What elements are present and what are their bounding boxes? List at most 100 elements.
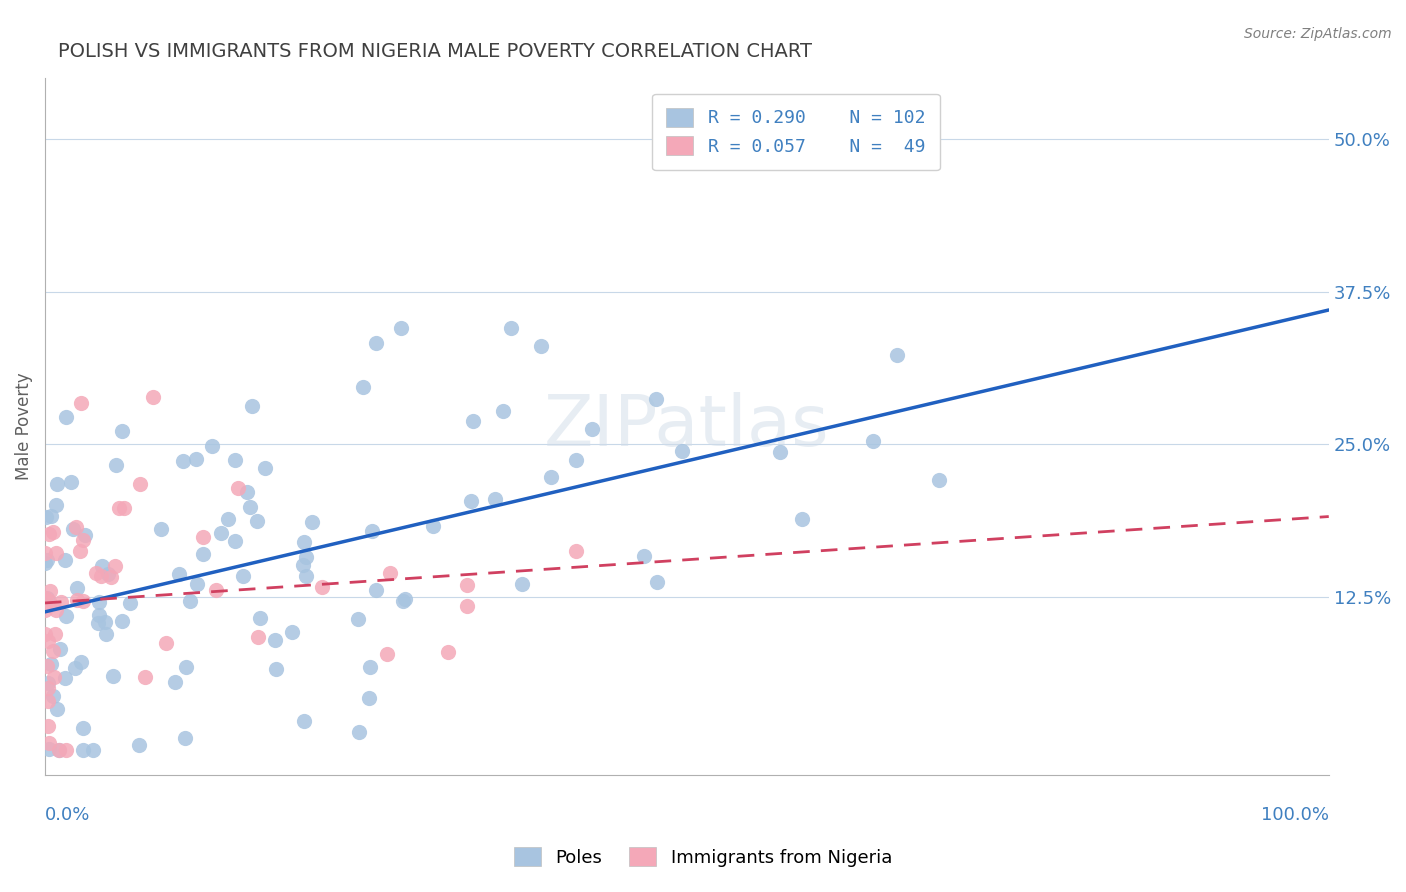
Point bbox=[209, 525, 232, 540]
Point bbox=[118, 596, 141, 610]
Point bbox=[391, 594, 413, 608]
Point bbox=[460, 493, 482, 508]
Point bbox=[359, 690, 381, 705]
Point bbox=[34, 556, 56, 570]
Point bbox=[41, 643, 63, 657]
Point bbox=[389, 321, 412, 335]
Point bbox=[104, 559, 127, 574]
Point bbox=[264, 632, 287, 647]
Point bbox=[66, 593, 89, 607]
Point bbox=[38, 736, 60, 750]
Point bbox=[565, 544, 588, 558]
Point bbox=[510, 577, 533, 591]
Point bbox=[62, 522, 84, 536]
Point bbox=[540, 470, 562, 484]
Point bbox=[48, 743, 70, 757]
Point bbox=[84, 566, 107, 581]
Point bbox=[42, 670, 65, 684]
Point bbox=[224, 452, 246, 467]
Point bbox=[37, 676, 59, 690]
Point bbox=[499, 320, 522, 334]
Point bbox=[45, 498, 67, 512]
Point bbox=[792, 511, 814, 525]
Point bbox=[184, 452, 207, 467]
Point bbox=[633, 549, 655, 563]
Point bbox=[264, 662, 287, 676]
Point bbox=[104, 458, 127, 472]
Point bbox=[97, 567, 120, 582]
Point bbox=[87, 616, 110, 631]
Point bbox=[232, 569, 254, 583]
Point bbox=[529, 339, 551, 353]
Point bbox=[565, 453, 588, 467]
Point bbox=[37, 633, 59, 648]
Point bbox=[66, 581, 89, 595]
Point bbox=[48, 743, 70, 757]
Point bbox=[42, 689, 65, 703]
Point bbox=[437, 645, 460, 659]
Point bbox=[39, 583, 62, 598]
Point bbox=[55, 409, 77, 424]
Point bbox=[204, 583, 226, 598]
Point bbox=[645, 392, 668, 406]
Point bbox=[87, 595, 110, 609]
Point bbox=[42, 524, 65, 539]
Point bbox=[645, 575, 668, 590]
Point bbox=[63, 660, 86, 674]
Point bbox=[111, 424, 134, 438]
Point bbox=[224, 533, 246, 548]
Legend: R = 0.290    N = 102, R = 0.057    N =  49: R = 0.290 N = 102, R = 0.057 N = 49 bbox=[652, 94, 939, 170]
Point bbox=[129, 477, 152, 491]
Point bbox=[249, 610, 271, 624]
Point bbox=[352, 380, 374, 394]
Point bbox=[35, 658, 58, 673]
Point bbox=[217, 512, 239, 526]
Point bbox=[45, 476, 67, 491]
Point bbox=[90, 569, 112, 583]
Point bbox=[134, 670, 156, 684]
Point bbox=[87, 607, 110, 622]
Point bbox=[191, 530, 214, 544]
Point bbox=[34, 546, 56, 560]
Point bbox=[111, 615, 134, 629]
Point bbox=[100, 569, 122, 583]
Point bbox=[174, 731, 197, 746]
Point bbox=[53, 552, 76, 566]
Point bbox=[456, 578, 478, 592]
Point bbox=[91, 558, 114, 573]
Point bbox=[34, 603, 56, 617]
Point bbox=[456, 599, 478, 613]
Point bbox=[366, 583, 388, 598]
Point bbox=[94, 627, 117, 641]
Point bbox=[37, 553, 59, 567]
Point bbox=[236, 484, 259, 499]
Point bbox=[463, 413, 485, 427]
Point bbox=[70, 396, 93, 410]
Point bbox=[39, 508, 62, 523]
Point bbox=[45, 546, 67, 560]
Point bbox=[246, 630, 269, 644]
Point bbox=[349, 724, 371, 739]
Point bbox=[366, 336, 388, 351]
Point bbox=[301, 515, 323, 529]
Point bbox=[484, 492, 506, 507]
Point bbox=[359, 660, 381, 674]
Point bbox=[37, 694, 59, 708]
Point bbox=[101, 669, 124, 683]
Point bbox=[142, 390, 165, 404]
Point bbox=[75, 528, 97, 542]
Point bbox=[422, 519, 444, 533]
Point bbox=[671, 444, 693, 458]
Point bbox=[38, 741, 60, 756]
Point bbox=[292, 535, 315, 549]
Text: 100.0%: 100.0% bbox=[1261, 806, 1329, 824]
Point bbox=[193, 547, 215, 561]
Point bbox=[253, 461, 276, 475]
Point bbox=[226, 481, 249, 495]
Point bbox=[492, 404, 515, 418]
Text: Source: ZipAtlas.com: Source: ZipAtlas.com bbox=[1244, 27, 1392, 41]
Point bbox=[862, 434, 884, 449]
Point bbox=[281, 624, 304, 639]
Point bbox=[292, 714, 315, 728]
Point bbox=[174, 660, 197, 674]
